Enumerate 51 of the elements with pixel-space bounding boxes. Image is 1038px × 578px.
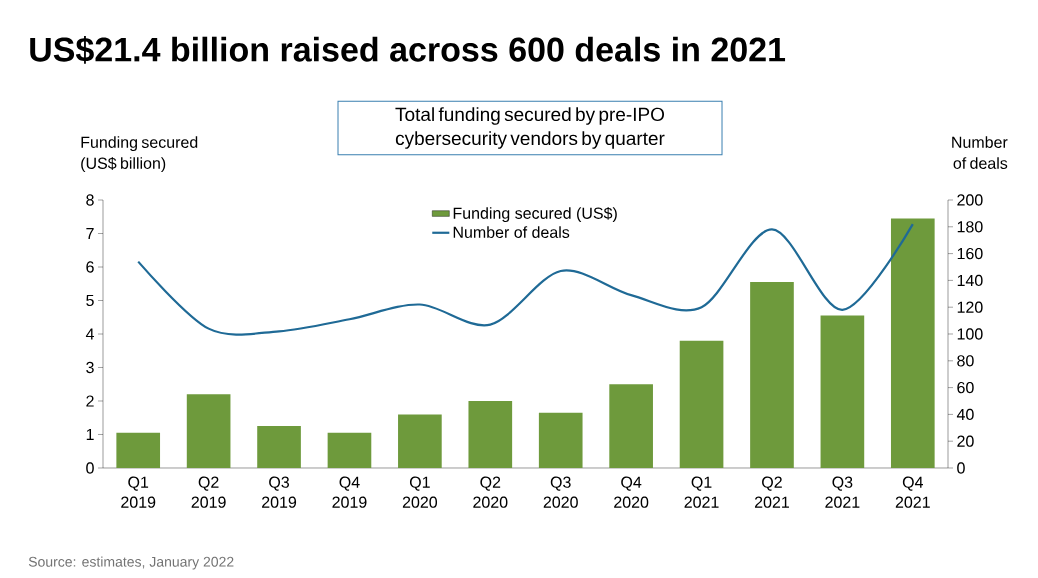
bar — [257, 426, 301, 468]
y2-tick-label: 200 — [957, 194, 983, 206]
y2-tick-label: 20 — [957, 435, 974, 447]
x-tick-label: Q4 2020 — [614, 476, 649, 508]
y-tick-label: 1 — [86, 428, 94, 440]
x-tick-label: Q3 2019 — [262, 476, 297, 508]
y-tick-label: 7 — [86, 228, 94, 240]
chart-subtitle: Total funding secured by pre-IPO cybersecurity vendors by quarter — [395, 107, 665, 149]
y2-tick-label: 80 — [957, 355, 974, 367]
y2-tick-label: 140 — [957, 274, 983, 287]
bar — [186, 394, 231, 468]
y2-tick-label: 0 — [957, 462, 965, 474]
y2-tick-label: 40 — [956, 408, 974, 421]
x-tick-label: Q2 2021 — [754, 476, 789, 508]
y2-tick-label: 120 — [957, 301, 983, 313]
y-tick-label: 0 — [86, 462, 94, 474]
y-tick-label: 3 — [86, 361, 94, 374]
y2-tick-label: 60 — [957, 381, 974, 394]
legend-label: Funding secured (US$) — [453, 206, 617, 223]
y-tick-label: 8 — [86, 194, 94, 206]
x-tick-label: Q3 2020 — [543, 476, 578, 508]
bar — [609, 384, 653, 468]
bar — [327, 432, 372, 468]
y2-axis-title: Number of deals — [952, 136, 1008, 169]
y-axis-title: Funding secured (US$ billion) — [81, 136, 198, 173]
y-tick-label: 2 — [86, 395, 94, 407]
x-tick-label: Q1 2021 — [684, 476, 719, 508]
bar — [468, 401, 513, 468]
source-note: Source: estimates, January 2022 — [28, 556, 234, 570]
x-tick-label: Q4 2021 — [895, 476, 930, 508]
y2-tick-label: 100 — [957, 328, 983, 340]
bar — [398, 414, 442, 468]
y-tick-label: 5 — [86, 294, 94, 307]
legend-label: Number of deals — [453, 226, 570, 238]
y-tick-label: 4 — [85, 328, 94, 340]
y2-tick-label: 180 — [957, 221, 983, 233]
y-tick-label: 6 — [86, 261, 94, 273]
x-tick-label: Q4 2019 — [332, 476, 367, 508]
bar — [116, 432, 161, 468]
bar — [538, 412, 583, 468]
bar — [679, 340, 724, 468]
bar — [890, 218, 935, 468]
x-tick-label: Q1 2019 — [121, 476, 156, 508]
y2-tick-label: 160 — [957, 247, 983, 260]
x-tick-label: Q3 2021 — [825, 476, 860, 508]
x-tick-label: Q2 2020 — [473, 476, 508, 508]
bar — [820, 315, 865, 468]
chart-title: US$21.4 billion raised across 600 deals in 2021 — [30, 36, 786, 64]
x-tick-label: Q2 2019 — [191, 476, 226, 508]
bar — [750, 282, 794, 468]
x-tick-label: Q1 2020 — [402, 476, 438, 508]
